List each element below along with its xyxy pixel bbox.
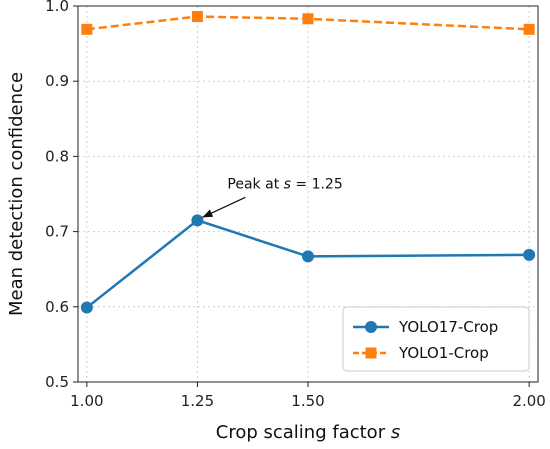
legend-marker xyxy=(365,347,377,359)
legend-label: YOLO17-Crop xyxy=(398,318,498,336)
y-tick-label: 0.8 xyxy=(45,147,69,165)
axis-ticks: 1.00 1.25 1.50 2.00 0.5 0.6 0.7 0.8 0.9 1.0 xyxy=(45,0,546,410)
data-series xyxy=(80,11,536,314)
y-axis-label: Mean detection confidence xyxy=(6,72,27,316)
y-tick-label: 0.7 xyxy=(45,223,69,241)
y-tick-label: 0.6 xyxy=(45,298,69,316)
y-tick-label: 1.0 xyxy=(45,0,69,15)
x-tick-label: 1.00 xyxy=(70,392,103,410)
series-line xyxy=(86,15,530,31)
series-yolo17-crop xyxy=(80,214,536,314)
data-point xyxy=(302,13,314,25)
legend-item: YOLO1-Crop xyxy=(353,344,489,362)
series-yolo1-crop xyxy=(81,11,535,35)
legend-item: YOLO17-Crop xyxy=(353,318,498,336)
data-point xyxy=(191,214,204,227)
data-point xyxy=(191,11,203,23)
y-tick-label: 0.5 xyxy=(45,373,69,391)
annotation-text: Peak at s = 1.25 xyxy=(227,176,342,192)
data-point xyxy=(523,23,535,35)
x-axis-label: Crop scaling factor s xyxy=(216,422,400,443)
x-tick-label: 1.25 xyxy=(181,392,214,410)
annotation-arrowhead xyxy=(202,209,214,218)
y-tick-label: 0.9 xyxy=(45,72,69,90)
series-line xyxy=(86,218,530,309)
data-point xyxy=(80,301,93,314)
legend-label: YOLO1-Crop xyxy=(398,344,489,362)
x-tick-label: 1.50 xyxy=(291,392,324,410)
data-point xyxy=(523,248,536,261)
data-point xyxy=(81,23,93,35)
data-point xyxy=(302,250,314,263)
legend: YOLO17-Crop YOLO1-Crop xyxy=(342,306,530,372)
legend-marker xyxy=(365,321,377,333)
legend-box xyxy=(342,306,530,372)
annotation: Peak at s = 1.25 xyxy=(202,176,343,218)
x-tick-label: 2.00 xyxy=(512,392,545,410)
